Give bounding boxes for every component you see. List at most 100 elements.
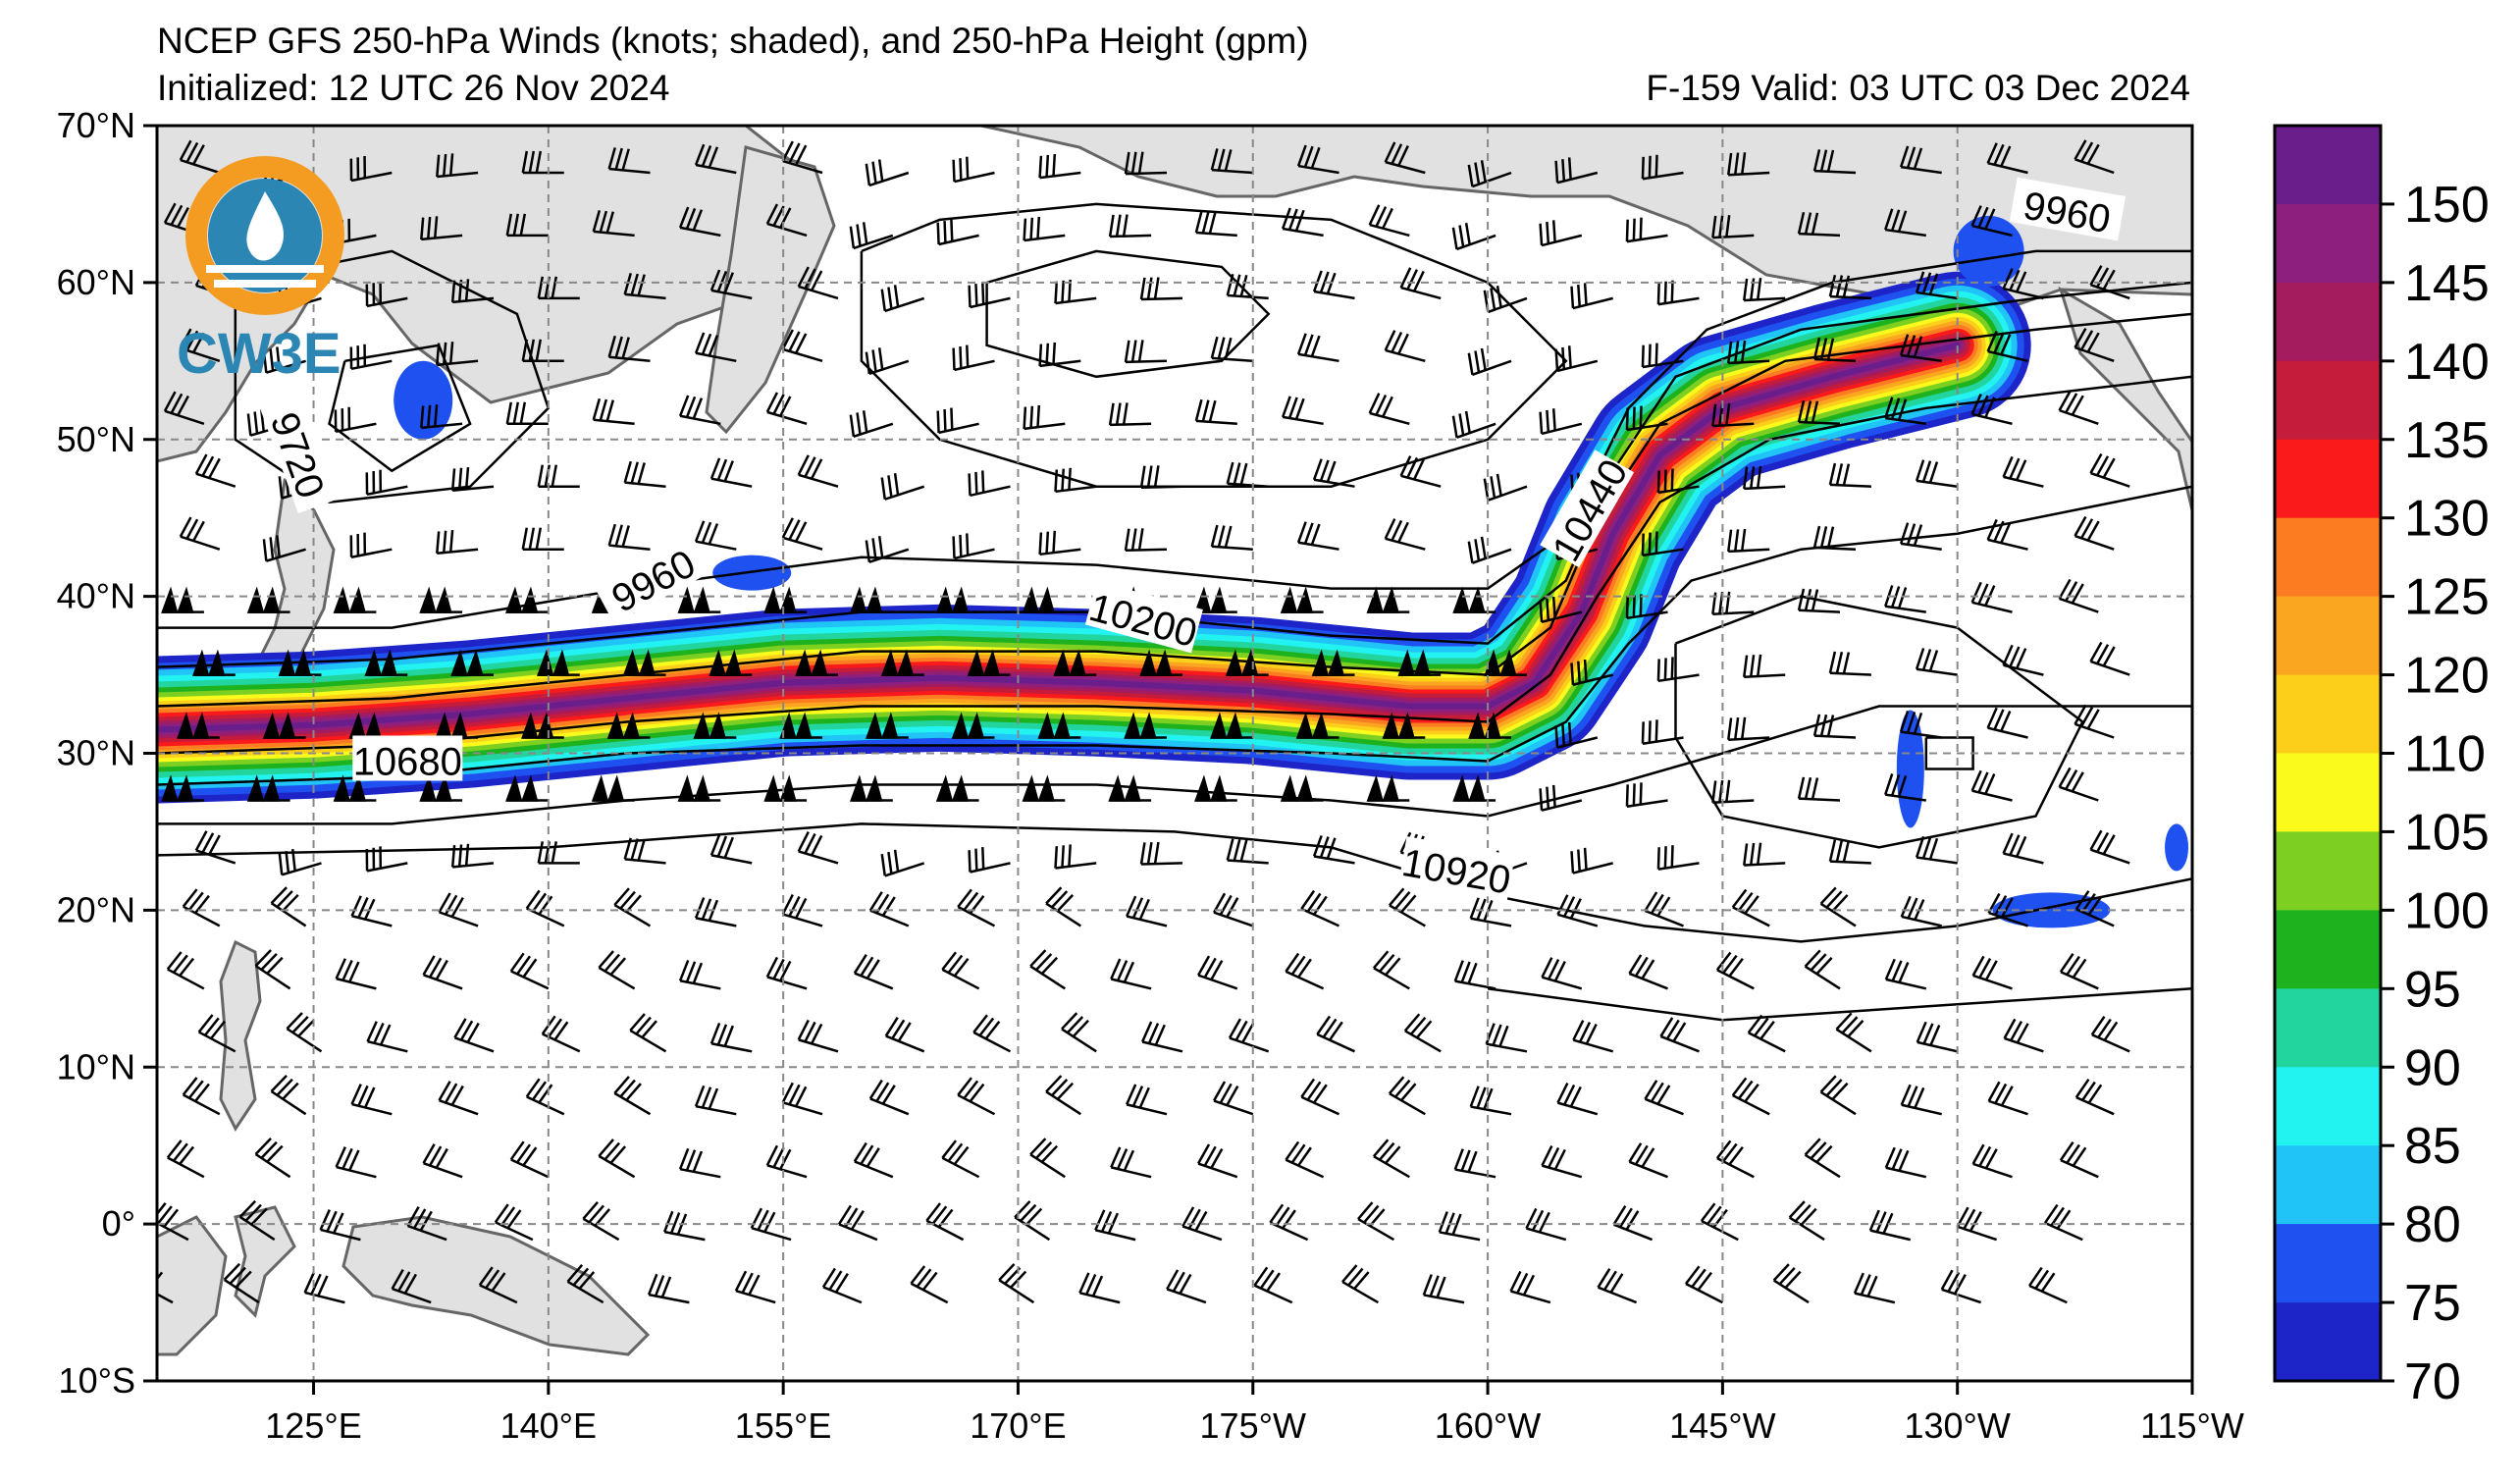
sulawesi [234, 1205, 296, 1318]
barb-feather [1108, 402, 1115, 426]
barb-shaft [1572, 673, 1614, 686]
barb-feather [1728, 958, 1744, 978]
barb-pennant [638, 649, 656, 676]
barb-feather [804, 268, 816, 290]
colorbar-swatch [2275, 674, 2381, 754]
wind-barb [1196, 955, 1238, 990]
barb-feather [1644, 1080, 1658, 1100]
barb-feather [860, 1144, 874, 1165]
barb-feather [379, 846, 383, 869]
wind-barb [1194, 774, 1237, 802]
barb-feather [1641, 344, 1645, 368]
barb-feather [694, 1085, 706, 1107]
barb-feather [197, 1014, 214, 1033]
wind-barb [795, 649, 838, 676]
barb-feather [1212, 1081, 1227, 1102]
barb-feather [1570, 662, 1575, 685]
barb-feather [1413, 458, 1425, 480]
barb-feather [1287, 397, 1298, 419]
lat-label: 30°N [57, 733, 135, 773]
barb-shaft [1813, 734, 1857, 739]
barb-feather [1644, 891, 1658, 912]
barb-pennant [779, 586, 797, 613]
barb-feather [254, 949, 272, 967]
barb-shaft [1642, 736, 1684, 745]
wind-barb [419, 774, 463, 802]
lon-label: 140°E [500, 1405, 597, 1446]
barb-feather [2074, 890, 2090, 911]
colorbar-swatch [2275, 282, 2381, 362]
wind-barb [1812, 714, 1857, 739]
barb-feather [887, 475, 893, 498]
barb-pennant [1037, 774, 1055, 802]
barb-feather [260, 1140, 278, 1159]
barb-feather [1915, 648, 1925, 670]
wind-barb [781, 1082, 823, 1116]
barb-feather [185, 141, 199, 163]
barb-feather [1750, 466, 1756, 489]
barb-feather [363, 532, 367, 556]
barb-feather [1609, 1273, 1624, 1294]
barb-feather [1078, 1272, 1090, 1294]
barb-feather [1897, 774, 1908, 797]
wind-barb [223, 1262, 260, 1304]
barb-feather [1379, 1141, 1395, 1161]
barb-shaft [1470, 917, 1512, 927]
barb-pennant [677, 586, 695, 613]
barb-feather [1860, 1274, 1871, 1296]
wind-barb [436, 342, 479, 367]
wind-barb [1054, 844, 1097, 870]
barb-feather [1812, 337, 1821, 360]
barb-feather [881, 1085, 896, 1105]
wind-barb [270, 1075, 307, 1116]
barb-feather [984, 1020, 1001, 1040]
barb-feather [1567, 721, 1572, 745]
barb-pennant [419, 774, 437, 802]
barb-feather [1971, 1143, 1985, 1165]
barb-pennant [606, 712, 625, 739]
barb-feather [1310, 523, 1321, 546]
barb-feather [1368, 393, 1381, 414]
barb-feather [1035, 1141, 1053, 1159]
barb-feather [953, 957, 970, 978]
barb-feather [1480, 160, 1487, 183]
barb-feather [779, 207, 792, 229]
barb-feather [797, 1019, 810, 1040]
barb-feather [1797, 776, 1806, 799]
barb-feather [875, 1082, 890, 1102]
wind-barb [1422, 1274, 1465, 1304]
wind-barb [1641, 719, 1684, 745]
barb-pennant [951, 774, 970, 802]
wind-barb [246, 774, 290, 802]
barb-feather [335, 958, 346, 980]
barb-feather [788, 142, 801, 164]
barb-feather [2009, 457, 2021, 480]
barb-feather [1656, 1085, 1671, 1105]
barb-feather [887, 851, 893, 874]
barb-feather [365, 472, 369, 495]
barb-feather [862, 410, 868, 433]
barb-shaft [1404, 1030, 1442, 1053]
barb-feather [1137, 528, 1144, 551]
barb-feather [1722, 954, 1738, 975]
wind-barb [1022, 774, 1066, 802]
wind-barb [436, 529, 479, 555]
barb-feather [849, 226, 856, 249]
barb-feather [1743, 466, 1749, 490]
barb-feather [2002, 455, 2014, 478]
wind-barb [1743, 842, 1786, 867]
barb-feather [528, 150, 536, 174]
barb-feather [334, 409, 338, 432]
barb-feather [1210, 524, 1219, 548]
barb-shaft [164, 409, 205, 425]
barb-shaft [1373, 967, 1410, 990]
barb-feather [1734, 341, 1740, 363]
barb-feather [1788, 1200, 1806, 1219]
barb-feather [253, 411, 259, 434]
barb-feather [1239, 462, 1248, 486]
barb-feather [1210, 960, 1224, 980]
wind-barb [238, 1199, 276, 1242]
barb-feather [862, 222, 868, 244]
barb-shaft [526, 907, 565, 927]
wind-barb [607, 335, 651, 363]
